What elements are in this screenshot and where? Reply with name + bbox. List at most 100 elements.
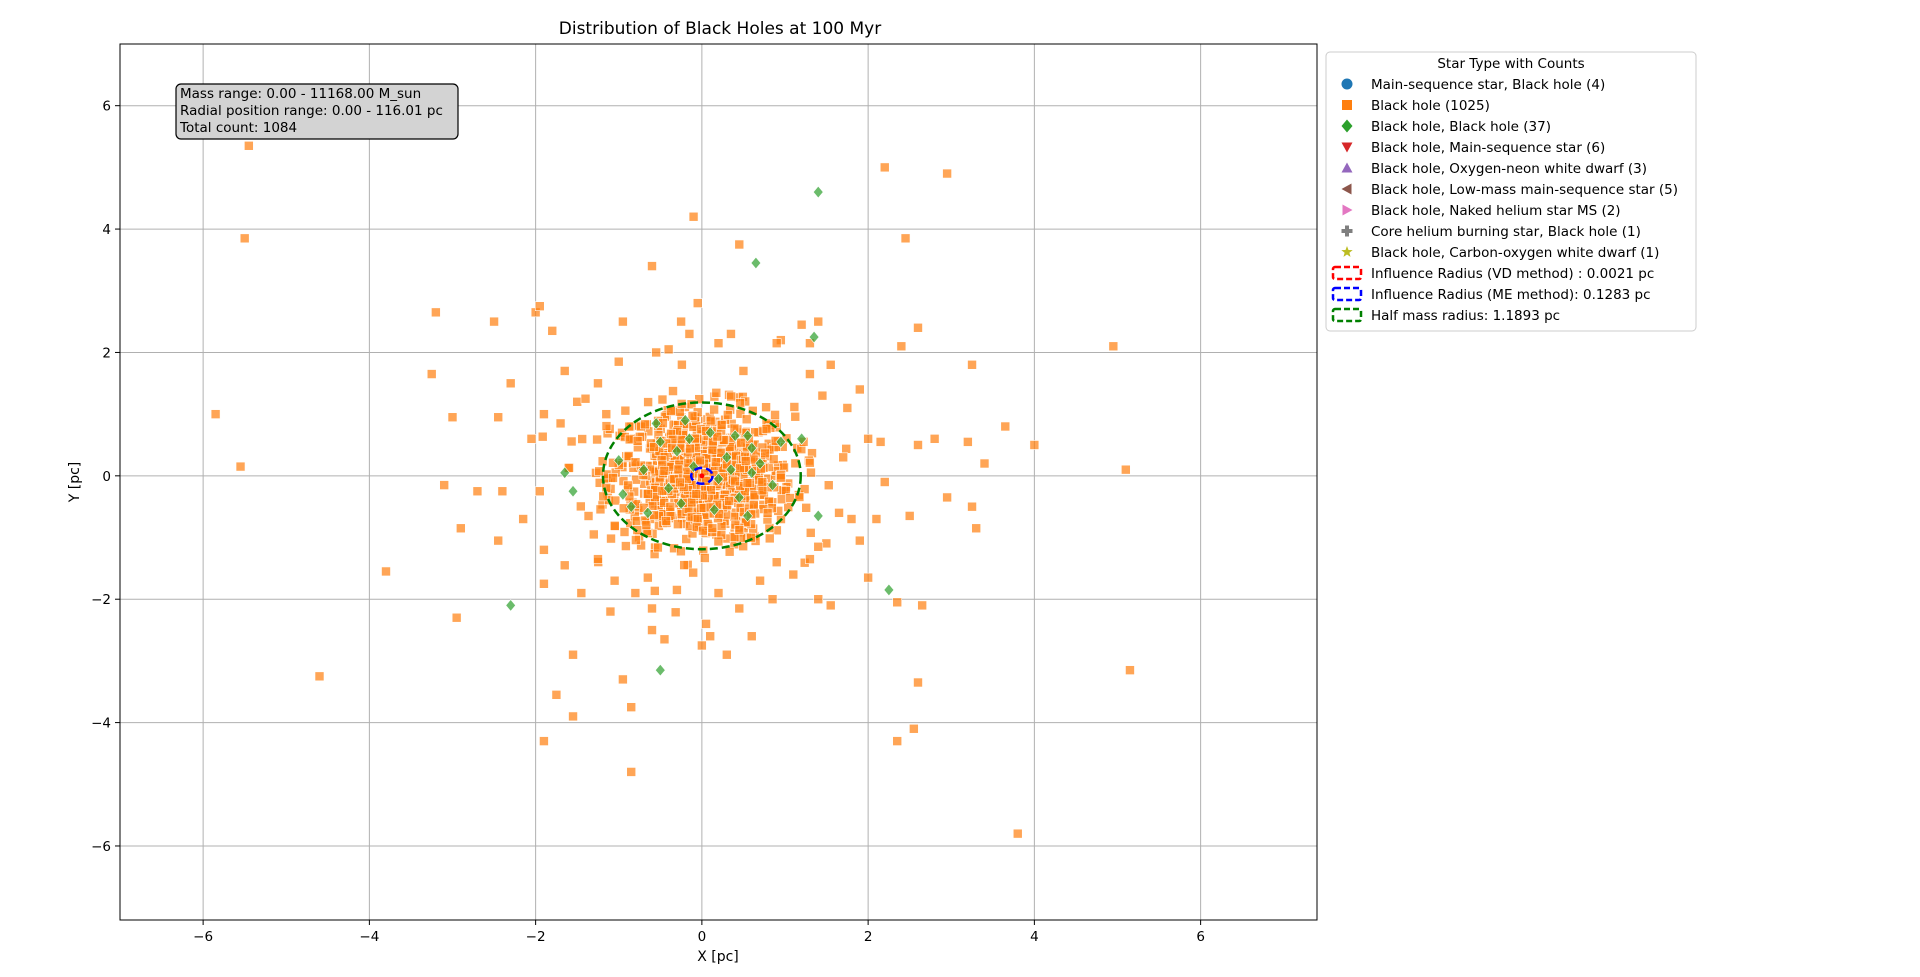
data-point [761,402,771,412]
data-point [724,546,735,557]
data-point [863,572,873,583]
data-point [735,463,745,474]
data-point [671,444,683,458]
data-point [892,736,903,746]
legend-marker [1341,78,1353,90]
data-points [210,140,1135,839]
data-point [640,419,650,430]
annotation-box: Mass range: 0.00 - 11168.00 M_sun Radial… [175,83,459,140]
data-point [597,456,608,467]
data-point [694,394,705,404]
data-point [426,369,437,379]
data-point [568,649,578,660]
data-point [805,338,815,348]
x-tick-label: −4 [359,929,379,945]
data-point [688,567,699,578]
data-point [762,508,773,518]
data-point [601,409,612,419]
data-point [967,359,977,370]
data-point [821,538,832,549]
radius-circle [601,401,802,551]
data-point [589,529,599,540]
data-point [643,397,653,407]
data-point [566,436,577,447]
data-point [796,319,807,330]
data-point [539,736,549,746]
data-point [505,599,517,612]
data-point [904,511,915,521]
data-point [722,649,732,660]
legend-entry-label: Influence Radius (ME method): 0.1283 pc [1371,287,1651,303]
data-point [742,429,753,443]
y-tick-label: 2 [102,345,111,361]
data-point [568,711,578,722]
data-point [900,233,911,244]
x-tick-label: −2 [526,929,546,945]
data-point [559,366,570,376]
data-point [709,503,720,517]
data-point [757,485,768,496]
data-point [505,378,516,389]
data-point [239,233,250,244]
data-point [518,514,528,524]
data-point [654,663,666,677]
data-point [235,461,246,472]
data-point [805,457,815,468]
data-point [785,493,795,503]
data-point [909,723,919,734]
data-point [709,404,719,415]
data-point [1121,464,1131,475]
data-point [606,533,616,544]
data-point [620,405,631,416]
data-point [567,484,579,498]
y-tick-label: 0 [102,469,111,485]
data-point [695,455,705,466]
x-tick-label: 4 [1030,929,1039,945]
y-tick-label: −4 [91,716,111,732]
legend-entry-label: Black hole (1025) [1371,98,1490,114]
data-point [630,457,641,467]
data-point [706,485,716,495]
data-point [729,532,740,543]
legend-marker [1341,246,1353,257]
data-point [742,509,753,523]
data-point [631,516,642,526]
data-point [760,448,770,459]
data-point [663,481,674,495]
data-point [757,477,768,488]
legend-marker [1342,100,1352,110]
data-point [551,690,562,700]
legend-marker [1331,286,1363,302]
data-point [767,594,778,605]
x-tick-label: 2 [864,929,873,945]
data-point [823,480,834,491]
data-point [672,585,682,595]
data-point [879,477,890,487]
data-point [650,417,662,430]
data-point [704,426,716,439]
data-point [673,464,684,475]
data-point [665,502,676,512]
data-point [942,492,952,503]
data-point [1029,440,1040,450]
data-point [626,702,637,712]
data-point [643,572,653,583]
data-point [534,486,545,497]
data-point [841,444,851,454]
data-point [716,420,727,430]
data-point [770,410,780,420]
data-point [210,409,221,419]
legend-marker [1331,265,1363,281]
y-tick-label: −6 [91,839,111,855]
data-point [734,603,745,614]
data-point [725,463,737,476]
y-tick-label: 4 [102,222,111,238]
data-point [929,434,940,444]
data-point [713,588,724,598]
data-point [661,516,671,526]
data-point [526,434,537,444]
legend-marker [1341,183,1352,195]
chart-title: Distribution of Black Holes at 100 Myr [559,19,881,39]
data-point [892,597,903,608]
data-point [748,500,759,510]
